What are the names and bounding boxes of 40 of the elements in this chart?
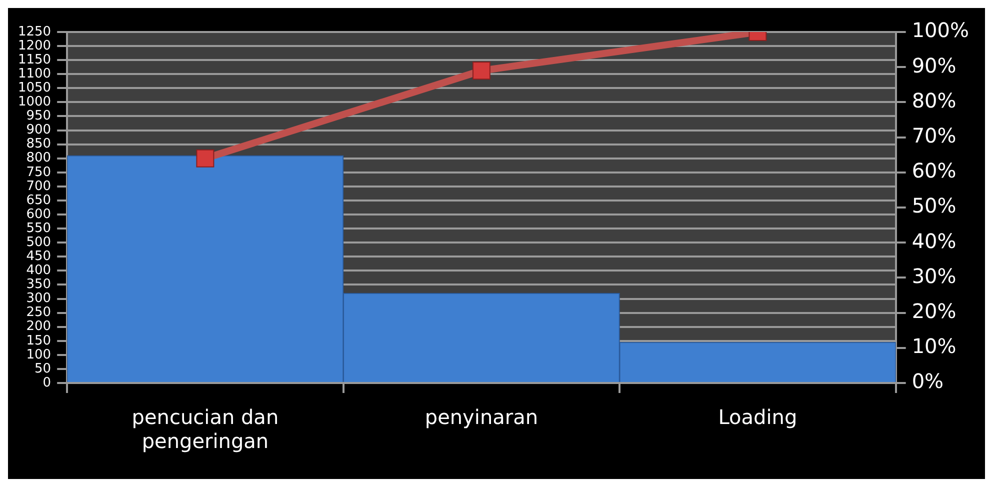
- y-tick-label: 1050: [18, 80, 52, 96]
- y-tick-label: 1250: [18, 24, 52, 40]
- y-tick-label: 750: [26, 164, 52, 180]
- y-tick-label: 1200: [18, 38, 52, 54]
- y-tick-label: 800: [26, 150, 52, 166]
- y-tick-label: 1100: [18, 66, 52, 82]
- y2-tick-label: 70%: [912, 124, 956, 148]
- y2-tick-label: 60%: [912, 158, 956, 183]
- y2-tick-label: 90%: [912, 53, 956, 78]
- y-tick-label: 200: [26, 319, 52, 334]
- y-tick-label: 600: [26, 206, 52, 222]
- y-tick-label: 850: [26, 136, 52, 152]
- y-tick-label: 0: [42, 375, 52, 390]
- y2-tick-label: 20%: [912, 299, 956, 324]
- x-tick-label: pencucian dan pengeringan: [132, 405, 279, 454]
- y-tick-label: 300: [26, 291, 52, 306]
- y2-tick-label: 30%: [912, 264, 956, 288]
- y-tick-label: 400: [26, 263, 52, 278]
- y-tick-label: 950: [26, 108, 52, 124]
- x-tick-label: Loading: [718, 405, 798, 430]
- y-tick-label: 550: [26, 220, 52, 236]
- y2-tick-label: 100%: [912, 18, 970, 42]
- y2-tick-label: 80%: [912, 88, 956, 112]
- y2-tick-label: 40%: [912, 228, 956, 253]
- y-tick-label: 650: [26, 192, 52, 208]
- y-tick-label: 450: [26, 249, 52, 264]
- y-tick-label: 350: [26, 277, 52, 292]
- x-tick-label: penyinaran: [424, 405, 538, 430]
- y-tick-label: 50: [34, 361, 52, 376]
- y-tick-label: 500: [26, 234, 52, 250]
- y-tick-label: 1150: [18, 52, 52, 68]
- y-tick-label: 700: [26, 178, 52, 194]
- y-tick-label: 150: [26, 333, 52, 348]
- y-tick-label: 900: [26, 122, 52, 138]
- y-tick-label: 250: [26, 305, 52, 320]
- y2-tick-label: 0%: [912, 369, 944, 394]
- y-tick-label: 100: [26, 347, 52, 362]
- y2-tick-label: 10%: [912, 334, 956, 358]
- y2-tick-label: 50%: [912, 194, 956, 218]
- y-tick-label: 1000: [18, 94, 52, 110]
